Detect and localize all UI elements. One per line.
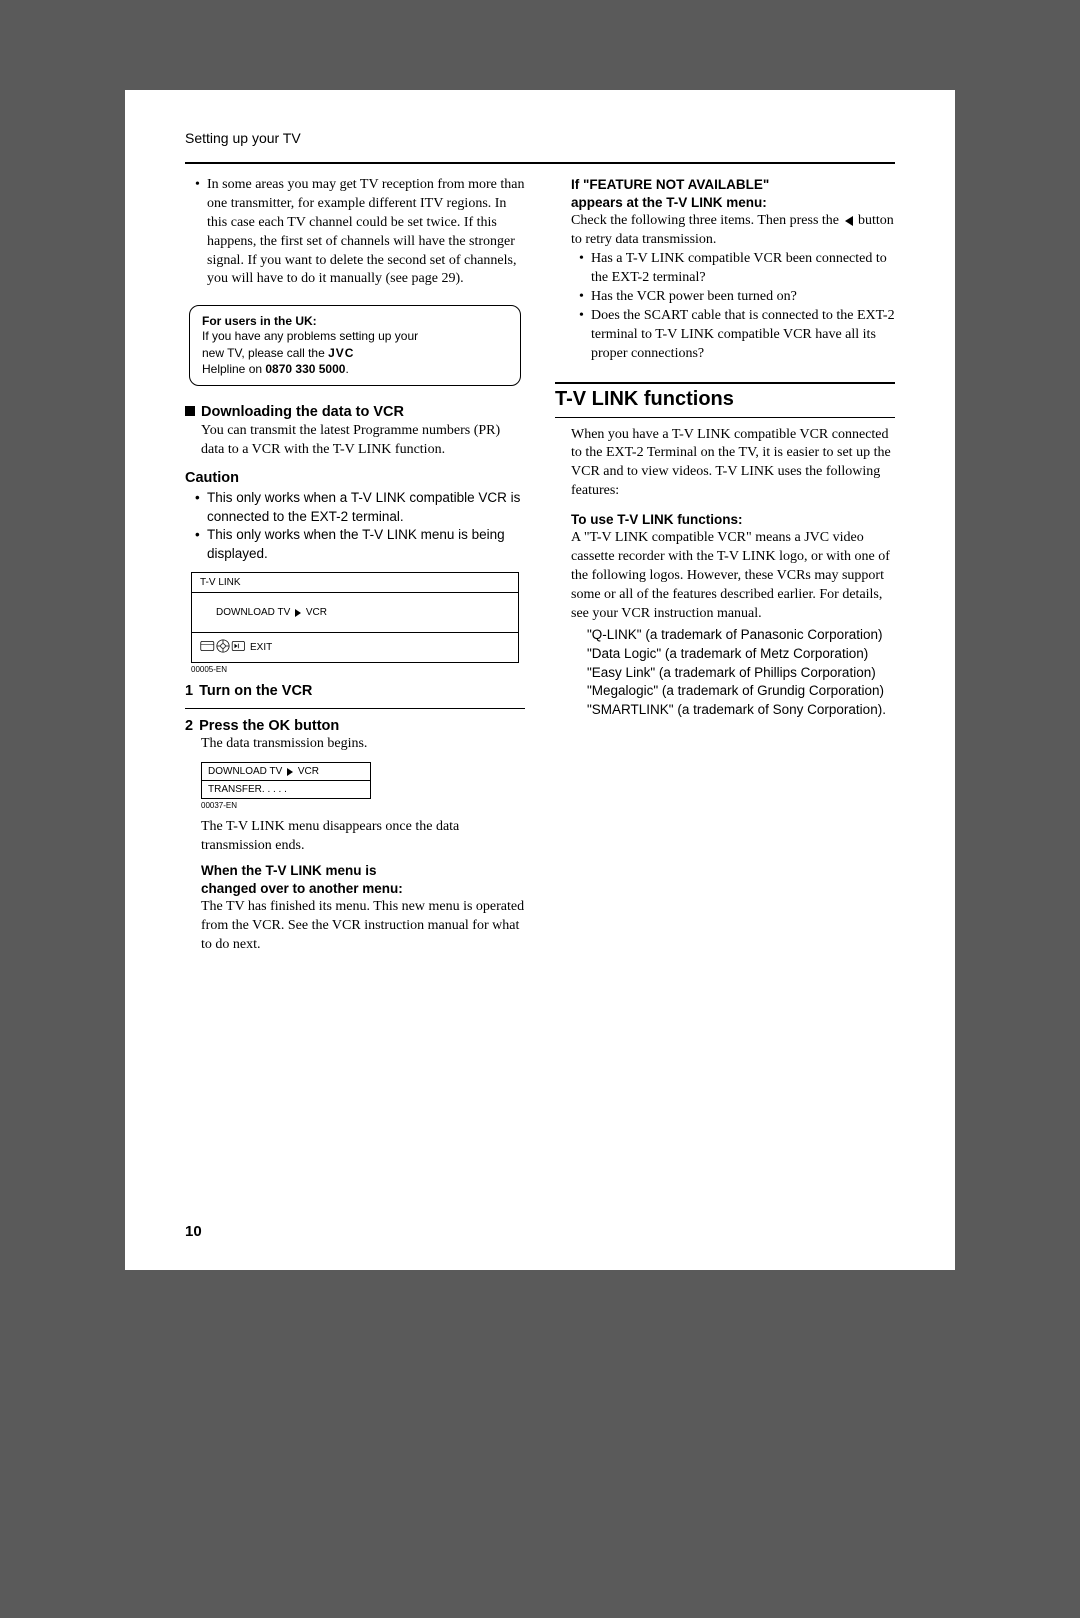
bullet-dot-icon: • — [195, 176, 207, 289]
remote-nav-icon — [200, 637, 246, 658]
step2-p2: The T-V LINK menu disappears once the da… — [201, 818, 525, 856]
bullet-dot-icon: • — [579, 288, 591, 307]
step-2: 2Press the OK button — [185, 717, 525, 735]
uk-line2: new TV, please call the JVC — [202, 345, 508, 361]
transfer-id: 00037-EN — [201, 801, 525, 810]
functions-heading: T-V LINK functions — [555, 388, 895, 411]
caution-item-1: • This only works when a T-V LINK compat… — [195, 489, 525, 527]
uk-line1: If you have any problems setting up your — [202, 328, 508, 344]
triangle-left-icon — [845, 216, 853, 226]
jvc-logo: JVC — [328, 346, 354, 360]
caution-item-2: • This only works when the T-V LINK menu… — [195, 526, 525, 564]
bullet-dot-icon: • — [579, 250, 591, 288]
screen-footer: EXIT — [192, 632, 518, 662]
bullet-dot-icon: • — [195, 526, 207, 564]
square-bullet-icon — [185, 406, 195, 416]
header-rule — [185, 162, 895, 164]
caution-heading: Caution — [185, 470, 525, 486]
download-paragraph: You can transmit the latest Programme nu… — [201, 422, 525, 460]
section-header: Setting up your TV — [185, 130, 895, 150]
tm-item: "SMARTLINK" (a trademark of Sony Corpora… — [587, 701, 895, 720]
change-menu-heading: When the T-V LINK menu is changed over t… — [201, 862, 525, 898]
functions-intro: When you have a T-V LINK compatible VCR … — [571, 426, 895, 502]
functions-rule-top — [555, 382, 895, 384]
feature-na-paragraph: Check the following three items. Then pr… — [571, 212, 895, 250]
step-1: 1Turn on the VCR — [185, 682, 525, 700]
feature-na-heading: If "FEATURE NOT AVAILABLE" appears at th… — [571, 176, 895, 212]
screen-id: 00005-EN — [191, 665, 525, 674]
na-item-2: • Has the VCR power been turned on? — [579, 288, 895, 307]
two-columns: • In some areas you may get TV reception… — [185, 176, 895, 955]
uk-line3: Helpline on 0870 330 5000. — [202, 361, 508, 377]
left-column: • In some areas you may get TV reception… — [185, 176, 525, 955]
manual-page: Setting up your TV • In some areas you m… — [125, 90, 955, 1270]
uk-users-box: For users in the UK: If you have any pro… — [189, 305, 521, 386]
exit-label: EXIT — [250, 642, 272, 653]
use-heading: To use T-V LINK functions: — [571, 511, 895, 529]
tv-link-screen: T-V LINK DOWNLOAD TV VCR — [191, 572, 519, 663]
download-heading: Downloading the data to VCR — [185, 404, 525, 420]
na-item-3: • Does the SCART cable that is connected… — [579, 307, 895, 364]
screen-content: DOWNLOAD TV VCR — [192, 593, 518, 632]
transfer-row2: TRANSFER. . . . . — [202, 781, 370, 798]
bullet-dot-icon: • — [579, 307, 591, 364]
change-menu-paragraph: The TV has finished its menu. This new m… — [201, 898, 525, 955]
na-item-1: • Has a T-V LINK compatible VCR been con… — [579, 250, 895, 288]
tm-item: "Q-LINK" (a trademark of Panasonic Corpo… — [587, 626, 895, 645]
right-column: If "FEATURE NOT AVAILABLE" appears at th… — [555, 176, 895, 955]
screen-title: T-V LINK — [192, 573, 518, 593]
intro-text: In some areas you may get TV reception f… — [207, 176, 525, 289]
uk-title: For users in the UK: — [202, 314, 508, 328]
transfer-screen: DOWNLOAD TV VCR TRANSFER. . . . . — [201, 762, 371, 799]
tm-item: "Data Logic" (a trademark of Metz Corpor… — [587, 645, 895, 664]
tm-item: "Easy Link" (a trademark of Phillips Cor… — [587, 664, 895, 683]
functions-rule-bot — [555, 417, 895, 418]
trademark-list: "Q-LINK" (a trademark of Panasonic Corpo… — [587, 626, 895, 720]
transfer-row1: DOWNLOAD TV VCR — [202, 763, 370, 781]
step-divider — [185, 708, 525, 709]
arrow-right-icon — [295, 609, 301, 617]
intro-bullet: • In some areas you may get TV reception… — [195, 176, 525, 289]
bullet-dot-icon: • — [195, 489, 207, 527]
step2-p1: The data transmission begins. — [201, 735, 525, 754]
arrow-right-icon — [287, 768, 293, 776]
page-number: 10 — [185, 1223, 202, 1240]
tm-item: "Megalogic" (a trademark of Grundig Corp… — [587, 682, 895, 701]
use-paragraph: A "T-V LINK compatible VCR" means a JVC … — [571, 529, 895, 623]
